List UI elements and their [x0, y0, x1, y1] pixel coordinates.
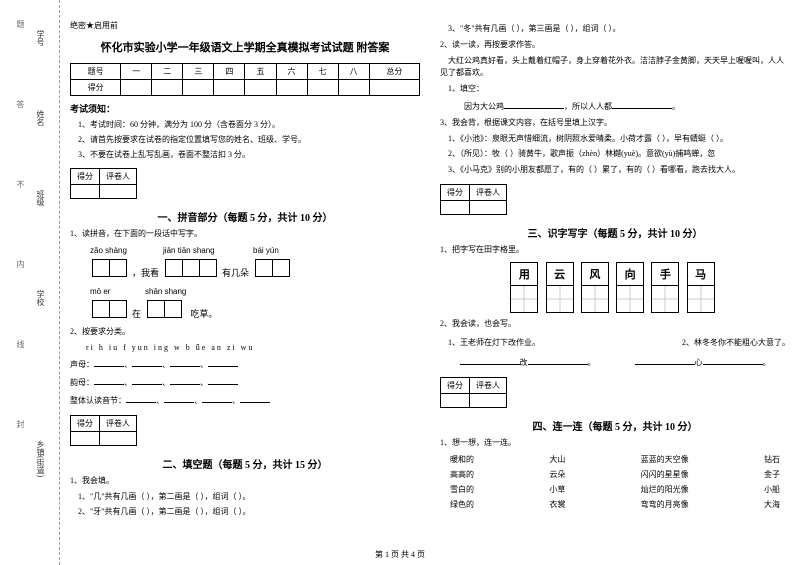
read-q2b: 2、（所见）：牧（ ）骑黄牛，歌声振（zhèn）林樾(yuè)。意欲(yù)捕鸣…	[440, 148, 790, 161]
connect-row-3: 雪白的 小草 灿烂的阳光像 小船	[450, 484, 780, 495]
seal-text-5: 线	[15, 340, 26, 348]
main-content: 绝密★启用前 怀化市实验小学一年级语文上学期全真模拟考试试题 附答案 题号 一 …	[70, 20, 790, 522]
left-column: 绝密★启用前 怀化市实验小学一年级语文上学期全真模拟考试试题 附答案 题号 一 …	[70, 20, 420, 522]
notice-title: 考试须知：	[70, 102, 420, 115]
fill-title: 1、我会填。	[70, 475, 420, 488]
side-label-id: 学号	[35, 30, 46, 46]
q1-2-row2: 韵母：、、、	[70, 375, 420, 390]
rw-title: 2、我会读，也会写。	[440, 318, 790, 331]
connect-title: 1、想一想，连一连。	[440, 437, 790, 450]
th-6: 六	[276, 64, 307, 80]
pinyin-line-2: mō er 在 shān shang 吃草。	[90, 285, 420, 320]
pinyin-line-1: zǎo shàng ，我看 jiān tiān shang 有几朵 bái yú…	[90, 244, 420, 279]
th-total: 总分	[369, 64, 419, 80]
section-1-title: 一、拼音部分（每题 5 分，共计 10 分）	[70, 209, 420, 224]
score-box-4: 得分评卷人	[440, 377, 507, 408]
binding-margin: 学号 姓名 班级 学校 乡镇(街道) 题 答 不 内 线 封	[0, 0, 60, 565]
th-1: 一	[121, 64, 152, 80]
rw-row: 1、王老师在灯下改作业。 2、林冬冬你不能粗心大意了。	[440, 334, 790, 353]
read-q1-line: 因为大公鸡，所以人人都。	[440, 99, 790, 114]
fill-r3: 3、"冬"共有几画（ ），第三画是（ ），组词（ ）。	[440, 23, 790, 36]
q1-2-row3: 整体认读音节：、、、	[70, 393, 420, 408]
notice-1: 1、考试时间：60 分钟，满分为 100 分（含卷面分 3 分）。	[70, 119, 420, 131]
connect-row-1: 暖和的 大山 蓝蓝的天空像 钻石	[450, 454, 780, 465]
th-8: 八	[338, 64, 369, 80]
th-num: 题号	[71, 64, 121, 80]
seal-text-4: 内	[15, 260, 26, 268]
connect-row-4: 绿色的 衣裳 弯弯的月亮像 大海	[450, 499, 780, 510]
pinyin-1: zǎo shàng	[90, 246, 128, 255]
section-4-title: 四、连一连（每题 5 分，共计 10 分）	[440, 418, 790, 433]
char-group-1: 用	[510, 262, 537, 313]
section-2-title: 二、填空题（每题 5 分，共计 15 分）	[70, 456, 420, 471]
side-label-town: 乡镇(街道)	[35, 440, 46, 477]
score-box-2: 得分评卷人	[70, 415, 137, 446]
pinyin-3: bái yún	[253, 246, 291, 255]
confidential-note: 绝密★启用前	[70, 20, 420, 31]
row-score-label: 得分	[71, 80, 121, 96]
score-box-3: 得分评卷人	[440, 184, 507, 215]
fill-r1: 1、"几"共有几画（ ），第二画是（ ），组词（ ）。	[70, 491, 420, 504]
pinyin-2: jiān tiān shang	[163, 246, 218, 255]
fill-r2: 2、"牙"共有几画（ ），第二画是（ ），组词（ ）。	[70, 506, 420, 519]
rw-r2: 2、林冬冬你不能粗心大意了。	[682, 337, 790, 350]
notice-2: 2、请首先按要求在试卷的指定位置填写您的姓名、班级、学号。	[70, 134, 420, 146]
char-group-3: 风	[581, 262, 608, 313]
read-q1: 1、填空：	[440, 83, 790, 96]
read-q2c: 3、《小马克》别的小朋友都愿了，有的（ ）累了，有的（ ）看哪看，跑去找大人。	[440, 164, 790, 177]
th-7: 七	[307, 64, 338, 80]
text-2: 有几朵	[222, 266, 249, 279]
read-q2: 3、我会背，根据课文内容，在括号里填上汉字。	[440, 117, 790, 130]
th-5: 五	[245, 64, 276, 80]
q1-2-row1: 声母：、、、	[70, 357, 420, 372]
read-text: 大红公鸡真好看，头上戴着红帽子，身上穿着花外衣。洁洁脖子金黄脚，天天早上喔喔叫，…	[440, 55, 790, 81]
score-summary-table: 题号 一 二 三 四 五 六 七 八 总分 得分	[70, 63, 420, 96]
seal-text-1: 题	[15, 20, 26, 28]
read-q2a: 1、《小池》：泉眼无声惜细流，树阴照水爱晴柔。小荷才露（ ），早有蜻蜓（ ）。	[440, 133, 790, 146]
exam-title: 怀化市实验小学一年级语文上学期全真模拟考试试题 附答案	[70, 39, 420, 55]
th-2: 二	[152, 64, 183, 80]
text-4: 吃草。	[190, 307, 217, 320]
char-grid-row: 用 云 风 向 手 马	[440, 260, 790, 315]
char-group-4: 向	[616, 262, 643, 313]
score-box-1: 得分评卷人	[70, 168, 137, 199]
pinyin-5: shān shang	[145, 287, 186, 296]
q1-1-text: 1、读拼音，在下面的一段话中写字。	[70, 228, 420, 241]
write-title: 1、把字写在田字格里。	[440, 244, 790, 257]
char-group-5: 手	[651, 262, 678, 313]
text-1: ，我看	[132, 266, 159, 279]
connect-row-2: 高高的 云朵 闪闪的星星像 金子	[450, 469, 780, 480]
q1-2-letters: ri h iu f yun ing w b ǖe an zi wu	[70, 342, 420, 355]
char-group-2: 云	[546, 262, 573, 313]
side-label-school: 学校	[35, 290, 46, 306]
seal-text-6: 封	[15, 420, 26, 428]
section-3-title: 三、识字写字（每题 5 分，共计 10 分）	[440, 225, 790, 240]
text-3: 在	[132, 307, 141, 320]
side-label-class: 班级	[35, 190, 46, 206]
read-title: 2、读一读，再按要求作答。	[440, 39, 790, 52]
th-3: 三	[183, 64, 214, 80]
char-group-6: 马	[687, 262, 714, 313]
rw-blanks: 改。 心。	[440, 352, 790, 373]
rw-r1: 1、王老师在灯下改作业。	[440, 337, 540, 350]
th-4: 四	[214, 64, 245, 80]
page-footer: 第 1 页 共 4 页	[0, 549, 800, 560]
notice-3: 3、不要在试卷上乱写乱画，卷面不整洁扣 3 分。	[70, 149, 420, 161]
seal-text-3: 不	[15, 180, 26, 188]
seal-text-2: 答	[15, 100, 26, 108]
side-label-name: 姓名	[35, 110, 46, 126]
q1-2-title: 2、按要求分类。	[70, 326, 420, 339]
right-column: 3、"冬"共有几画（ ），第三画是（ ），组词（ ）。 2、读一读，再按要求作答…	[440, 20, 790, 522]
pinyin-4: mō er	[90, 287, 128, 296]
